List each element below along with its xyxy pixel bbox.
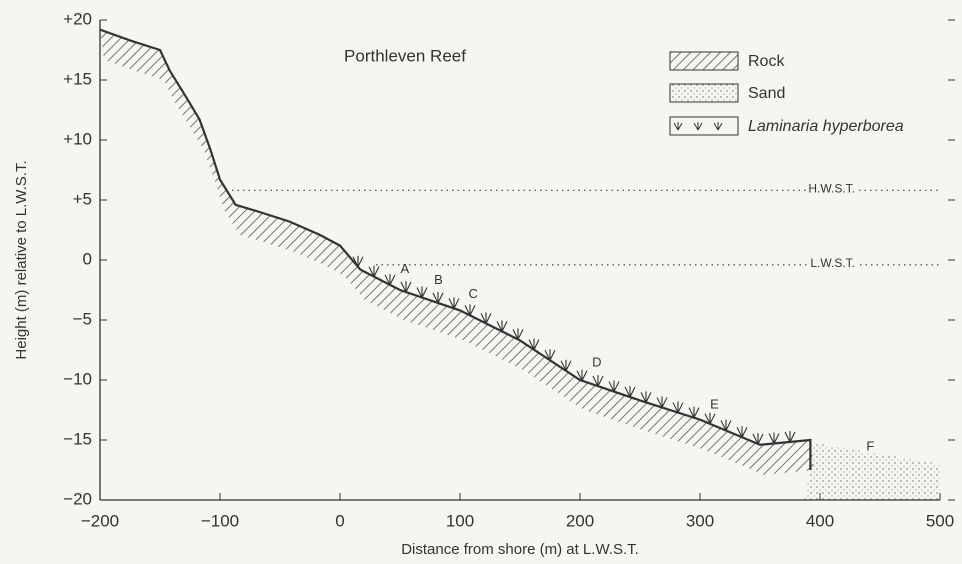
x-tick-label: −100 xyxy=(201,511,239,530)
point-label: F xyxy=(866,439,874,454)
y-tick-label: +5 xyxy=(73,189,92,208)
legend-swatch-sand xyxy=(669,83,739,103)
y-tick-label: +10 xyxy=(63,129,92,148)
point-label: A xyxy=(400,261,409,276)
legend-label: Laminaria hyperborea xyxy=(748,118,904,135)
y-tick-label: −15 xyxy=(63,429,92,448)
y-tick-label: 0 xyxy=(83,249,92,268)
x-tick-label: 200 xyxy=(566,511,594,530)
kelp-symbols xyxy=(352,255,796,445)
reference-label: H.W.S.T. xyxy=(808,182,855,196)
legend-label: Rock xyxy=(748,53,785,70)
legend-kelp-icon xyxy=(673,122,723,131)
point-label: C xyxy=(469,286,478,301)
reference-label: L.W.S.T. xyxy=(810,256,855,270)
x-tick-label: 500 xyxy=(926,511,954,530)
x-tick-label: 0 xyxy=(335,511,344,530)
legend: Rock Sand Laminaria hyperborea xyxy=(669,51,904,136)
point-label: D xyxy=(592,355,601,370)
x-axis-label: Distance from shore (m) at L.W.S.T. xyxy=(401,541,639,558)
y-tick-label: −10 xyxy=(63,369,92,388)
x-tick-label: −200 xyxy=(81,511,119,530)
y-axis-label: Height (m) relative to L.W.S.T. xyxy=(13,160,30,359)
legend-swatch-kelp xyxy=(669,116,739,136)
point-label: B xyxy=(434,272,443,287)
profile-line xyxy=(99,28,812,470)
y-tick-label: −5 xyxy=(73,309,92,328)
y-tick-label: +20 xyxy=(63,9,92,28)
legend-label: Sand xyxy=(748,85,785,102)
x-tick-label: 100 xyxy=(446,511,474,530)
y-tick-label: +15 xyxy=(63,69,92,88)
y-tick-label: −20 xyxy=(63,489,92,508)
x-tick-label: 300 xyxy=(686,511,714,530)
sand-area xyxy=(804,442,940,500)
x-tick-label: 400 xyxy=(806,511,834,530)
chart-title: Porthleven Reef xyxy=(344,46,466,65)
legend-swatch-rock xyxy=(669,51,739,71)
point-label: E xyxy=(710,397,719,412)
